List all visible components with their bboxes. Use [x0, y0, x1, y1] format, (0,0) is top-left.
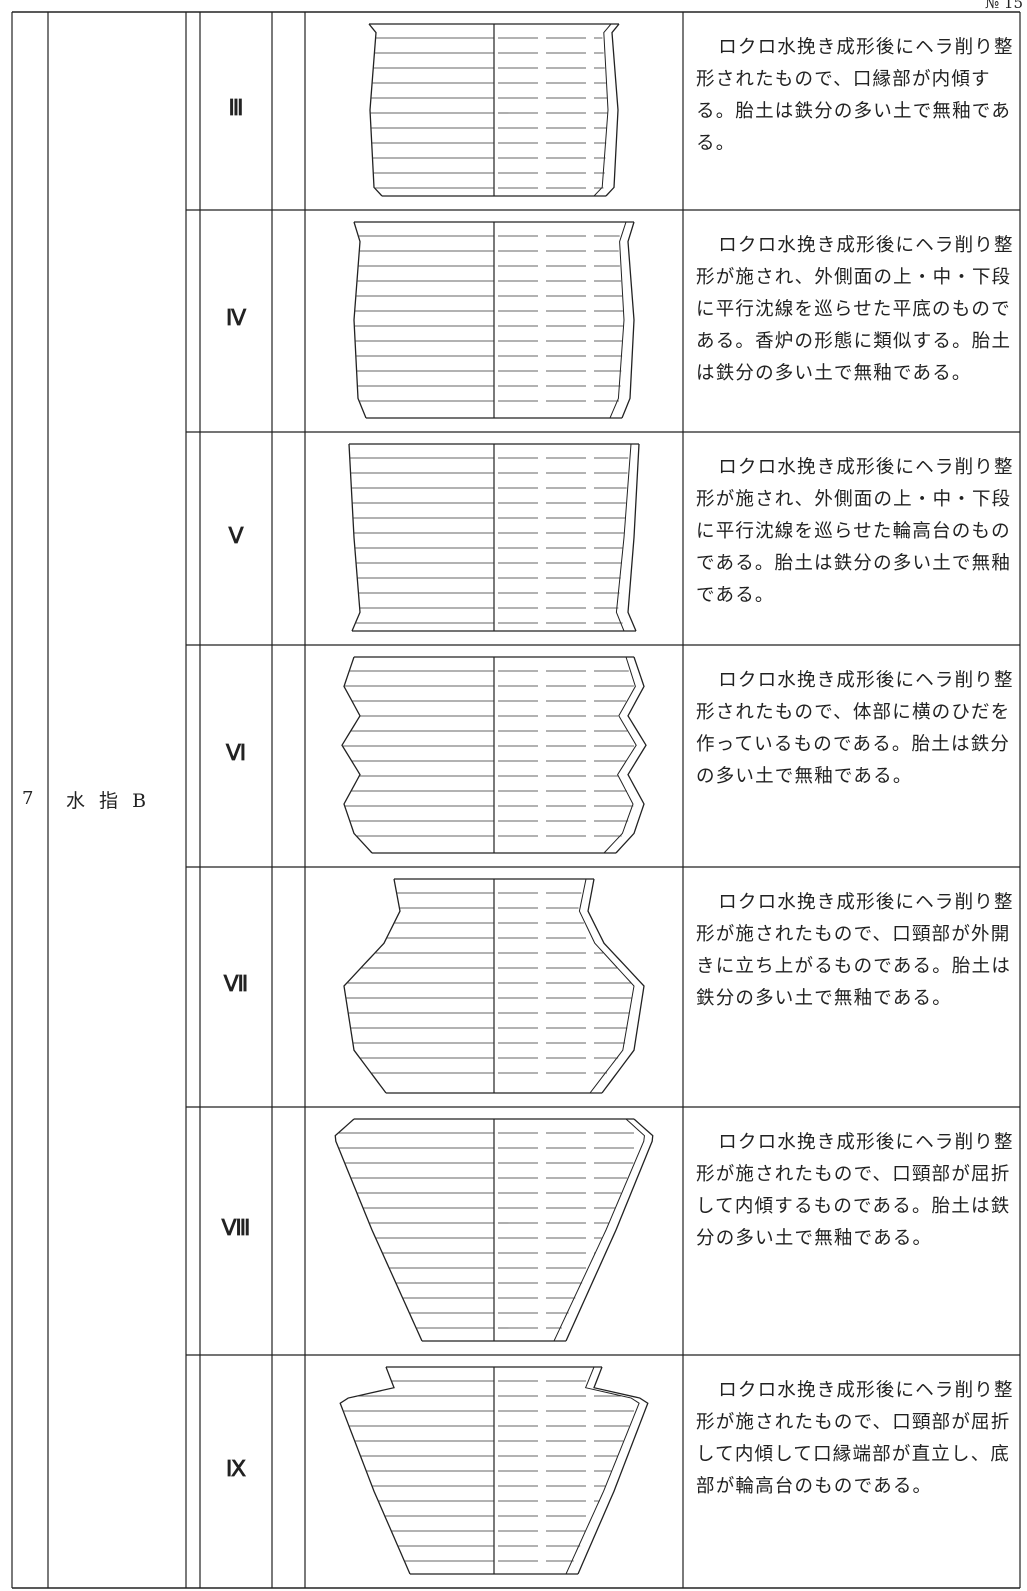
pot-section	[593, 23, 612, 197]
type-numeral: Ⅵ	[225, 740, 247, 765]
pot-section	[603, 656, 637, 854]
pot-outline	[605, 23, 620, 197]
pot-section	[565, 1366, 640, 1575]
item-number: 7	[22, 788, 34, 809]
pot-outline	[577, 1366, 649, 1575]
pot-outline	[615, 656, 647, 854]
item-name: 水 指 B	[66, 790, 151, 812]
pot-outline	[339, 1366, 411, 1575]
type-numeral: Ⅲ	[228, 95, 244, 120]
description: ロクロ水挽き成形後にヘラ削り整形が施されたもので、口頸部が屈折して内傾するもので…	[696, 1132, 1014, 1249]
pot-outline	[343, 878, 401, 1094]
description: ロクロ水挽き成形後にヘラ削り整形が施され、外側面の上・中・下段に平行沈線を巡らせ…	[696, 235, 1014, 384]
type-numeral: Ⅸ	[225, 1455, 247, 1481]
pot-outline	[353, 221, 367, 419]
pot-section	[553, 1118, 645, 1342]
pot-outline	[627, 443, 640, 632]
description: ロクロ水挽き成形後にヘラ削り整形されたもので、体部に横のひだを作っているものであ…	[696, 670, 1014, 787]
type-numeral: Ⅳ	[225, 305, 247, 330]
type-numeral: Ⅶ	[223, 971, 249, 996]
description: ロクロ水挽き成形後にヘラ削り整形が施され、外側面の上・中・下段に平行沈線を巡らせ…	[696, 457, 1014, 606]
pot-section	[615, 443, 632, 632]
type-numeral: Ⅷ	[221, 1215, 251, 1240]
type-numeral: Ⅴ	[228, 522, 244, 548]
pot-outline	[341, 656, 373, 854]
pot-section	[609, 221, 627, 419]
pot-outline	[587, 878, 645, 1094]
pot-outline	[621, 221, 635, 419]
pot-section	[578, 878, 635, 1094]
pot-outline	[565, 1118, 654, 1342]
description: ロクロ水挽き成形後にヘラ削り整形が施されたもので、口頸部が屈折して内傾して口縁端…	[696, 1380, 1014, 1497]
description: ロクロ水挽き成形後にヘラ削り整形が施されたもので、口頸部が外開きに立ち上がるもの…	[696, 892, 1014, 1009]
pot-outline	[368, 23, 383, 197]
page-number: № 15	[984, 0, 1023, 12]
pot-outline	[334, 1118, 423, 1342]
description: ロクロ水挽き成形後にヘラ削り整形されたもので、口縁部が内傾する。胎土は鉄分の多い…	[696, 37, 1014, 154]
pot-outline	[348, 443, 361, 632]
